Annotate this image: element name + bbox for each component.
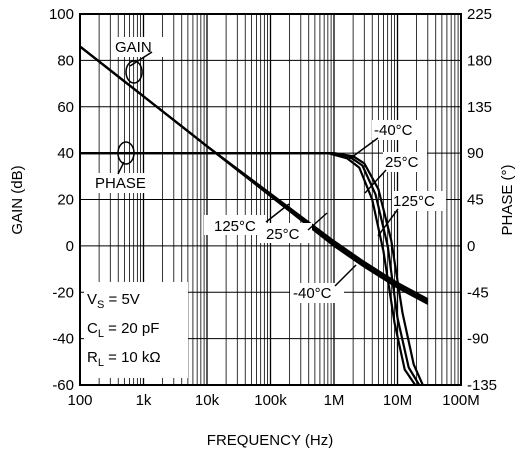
grid <box>80 14 461 385</box>
x-tick-label: 1k <box>136 392 152 409</box>
annotation-phase-25: 25°C <box>364 152 427 194</box>
gain-leader <box>129 51 153 67</box>
y-tick-label: -20 <box>52 284 74 301</box>
annotation-gain-25: 25°C <box>260 212 328 243</box>
curves <box>79 45 429 386</box>
y-tick-label: -60 <box>52 377 74 394</box>
svg-text:125°C: 125°C <box>393 193 435 210</box>
svg-text:25°C: 25°C <box>266 226 300 243</box>
y-tick-label: -40 <box>52 331 74 348</box>
y2-tick-label: 0 <box>467 238 475 255</box>
y2-tick-label: 180 <box>467 52 492 69</box>
y-axis-label: GAIN (dB) <box>9 165 26 234</box>
x-tick-label: 100k <box>254 392 287 409</box>
svg-text:VS = 5V: VS = 5V <box>87 291 140 311</box>
gain-label: GAIN <box>115 39 152 56</box>
annotation-gain-125: 125°C <box>204 203 290 235</box>
svg-text:CL = 20 pF: CL = 20 pF <box>87 320 159 340</box>
y-tick-label: 0 <box>66 238 74 255</box>
svg-text:RL = 10 kΩ: RL = 10 kΩ <box>87 349 161 369</box>
annotation-phase-minus40: -40°C <box>347 120 424 161</box>
gain-marker <box>125 60 143 84</box>
y2-tick-label: 135 <box>467 99 492 116</box>
y2-tick-label: -90 <box>467 331 489 348</box>
x-tick-label: 10k <box>195 392 220 409</box>
svg-text:125°C: 125°C <box>214 218 256 235</box>
x-tick-label: 100M <box>442 392 480 409</box>
svg-text:-40°C: -40°C <box>293 285 332 302</box>
svg-text:25°C: 25°C <box>385 154 419 171</box>
x-tick-label: 1M <box>324 392 345 409</box>
x-axis-label: FREQUENCY (Hz) <box>207 432 333 449</box>
plot-frame <box>79 13 462 386</box>
series-phase-125-c <box>80 152 417 386</box>
y-tick-label: 40 <box>57 145 74 162</box>
y2-tick-label: -45 <box>467 284 489 301</box>
test-conditions: VS = 5V CL = 20 pF RL = 10 kΩ <box>84 282 188 378</box>
series-gain-125-c <box>79 45 429 301</box>
y2-tick-label: 225 <box>467 6 492 23</box>
y2-tick-label: -135 <box>467 377 497 394</box>
phase-marker <box>117 141 135 165</box>
y2-axis-label: PHASE (°) <box>499 164 516 235</box>
annotation-gain-minus40: -40°C <box>290 264 357 303</box>
y-tick-label: 100 <box>49 6 74 23</box>
y2-tick-label: 45 <box>467 192 484 209</box>
y-tick-label: 20 <box>57 192 74 209</box>
y-tick-label: 80 <box>57 52 74 69</box>
phase-label-bg <box>92 173 158 193</box>
svg-text:-40°C: -40°C <box>374 122 413 139</box>
annotation-phase-125: 125°C <box>377 191 446 237</box>
gain-label-bg <box>112 37 166 57</box>
tick-labels: 100 1k 10k 100k 1M 10M 100M 100 80 60 40 20 0 -20 -40 -… <box>49 6 497 409</box>
y-tick-label: 60 <box>57 99 74 116</box>
y2-tick-label: 90 <box>467 145 484 162</box>
x-tick-label: 100 <box>67 392 92 409</box>
x-tick-label: 10M <box>383 392 412 409</box>
phase-label: PHASE <box>95 175 146 192</box>
